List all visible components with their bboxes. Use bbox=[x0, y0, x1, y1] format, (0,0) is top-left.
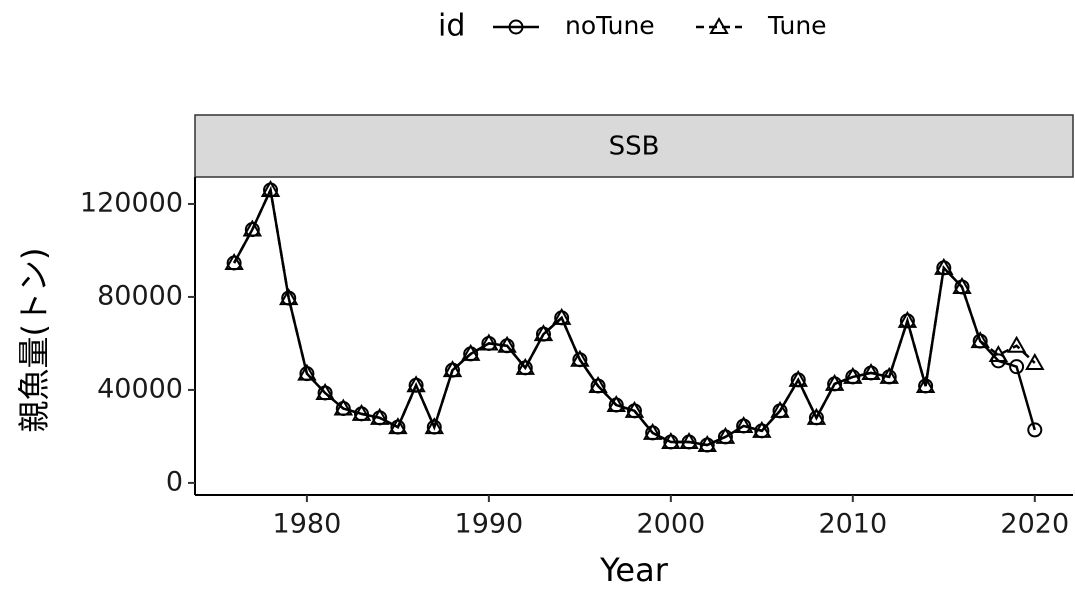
data-point bbox=[715, 426, 736, 444]
data-point bbox=[843, 366, 863, 384]
data-point bbox=[406, 375, 426, 393]
data-point bbox=[515, 357, 535, 375]
legend-label: Tune bbox=[767, 11, 827, 40]
data-point bbox=[697, 435, 717, 453]
data-point bbox=[770, 400, 790, 418]
data-point bbox=[1006, 335, 1027, 353]
data-point bbox=[1025, 352, 1045, 370]
data-point bbox=[806, 407, 827, 425]
data-point bbox=[970, 331, 990, 349]
y-tick-label: 120000 bbox=[80, 187, 183, 218]
data-point bbox=[897, 310, 918, 328]
data-point bbox=[424, 417, 445, 435]
series-line bbox=[233, 185, 1036, 447]
x-tick-label: 2000 bbox=[636, 509, 705, 540]
data-point bbox=[442, 360, 463, 378]
data-point bbox=[224, 252, 244, 271]
data-point bbox=[624, 400, 645, 418]
data-point bbox=[369, 407, 390, 425]
data-point bbox=[588, 375, 608, 393]
x-tick-label: 1980 bbox=[273, 509, 342, 540]
data-point bbox=[752, 420, 772, 438]
strip bbox=[194, 114, 1074, 178]
data-point bbox=[824, 373, 845, 391]
data-point bbox=[606, 395, 626, 413]
data-point bbox=[733, 415, 754, 433]
y-tick-label: 80000 bbox=[97, 280, 183, 311]
data-point bbox=[497, 335, 517, 353]
data-point bbox=[915, 375, 936, 393]
legend-label: noTune bbox=[565, 11, 655, 40]
data-point bbox=[934, 257, 954, 275]
data-point bbox=[952, 276, 972, 294]
data-point bbox=[351, 403, 372, 421]
legend-marker bbox=[508, 19, 524, 35]
x-tick-label: 2020 bbox=[1000, 509, 1069, 540]
y-tick-label: 40000 bbox=[97, 373, 183, 404]
data-point bbox=[479, 333, 499, 351]
legend-title: id bbox=[438, 9, 465, 44]
data-point bbox=[388, 417, 408, 435]
data-point bbox=[551, 307, 572, 325]
data-point bbox=[297, 363, 317, 381]
x-tick-label: 1990 bbox=[455, 509, 524, 540]
panel-title: SSB bbox=[609, 132, 660, 162]
data-point bbox=[679, 431, 699, 449]
data-point bbox=[1027, 422, 1043, 438]
data-point bbox=[661, 431, 681, 449]
data-point bbox=[533, 324, 554, 342]
data-point bbox=[315, 382, 335, 400]
y-axis-title: 親魚量(トン) bbox=[15, 248, 53, 433]
data-point bbox=[260, 180, 281, 198]
data-point bbox=[278, 288, 299, 306]
legend-marker bbox=[709, 16, 729, 34]
data-point bbox=[642, 422, 663, 440]
data-point bbox=[879, 366, 899, 384]
data-point bbox=[988, 345, 1009, 363]
y-tick-label: 0 bbox=[166, 466, 183, 497]
series-line bbox=[233, 185, 1036, 447]
data-point bbox=[460, 343, 481, 361]
data-point bbox=[242, 219, 263, 237]
data-point bbox=[333, 398, 354, 416]
data-point bbox=[788, 369, 808, 387]
data-point bbox=[1009, 359, 1025, 375]
data-point bbox=[861, 362, 881, 380]
x-axis-title: Year bbox=[599, 551, 669, 589]
x-tick-label: 2010 bbox=[818, 509, 887, 540]
data-point bbox=[570, 349, 590, 367]
